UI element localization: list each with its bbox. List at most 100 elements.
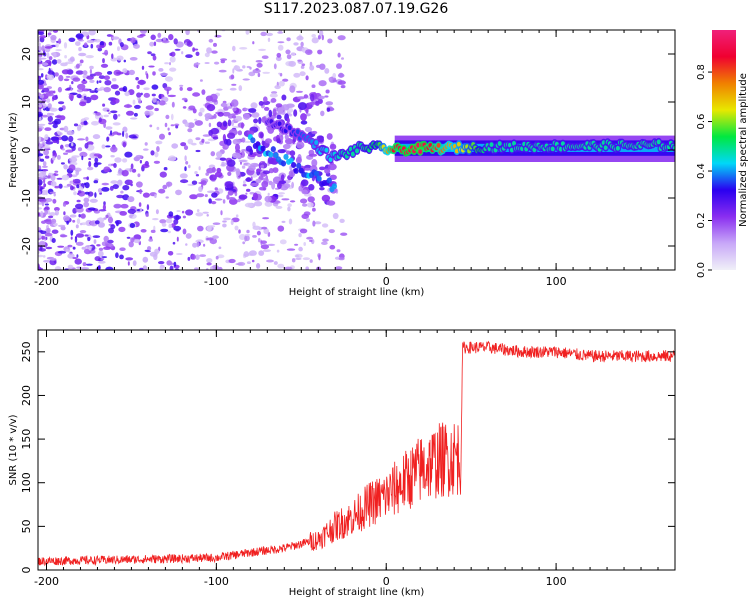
noise-blob [58, 38, 62, 45]
noise-blob [93, 239, 97, 244]
noise-blob [191, 142, 197, 146]
noise-blob [175, 189, 182, 196]
noise-blob [77, 147, 83, 152]
noise-blob [234, 225, 239, 231]
noise-blob [38, 207, 43, 210]
noise-blob [232, 125, 240, 129]
noise-blob [319, 187, 325, 191]
noise-blob [148, 65, 155, 68]
spectrogram-y-tick-label: 10 [20, 95, 33, 109]
noise-blob [235, 214, 239, 218]
noise-blob [151, 93, 156, 97]
noise-blob [176, 253, 183, 255]
noise-blob [97, 188, 103, 193]
noise-blob [144, 110, 150, 116]
noise-blob [274, 85, 281, 90]
noise-blob [104, 49, 109, 56]
noise-blob [325, 101, 334, 106]
noise-blob [74, 236, 78, 243]
noise-blob [321, 241, 328, 245]
noise-blob [209, 174, 217, 181]
noise-blob [319, 30, 324, 37]
noise-blob [146, 73, 149, 80]
noise-blob [301, 63, 306, 66]
noise-blob [261, 180, 269, 188]
noise-blob [99, 45, 105, 49]
noise-blob [171, 101, 175, 108]
noise-blob [248, 250, 257, 256]
noise-blob [44, 155, 50, 159]
noise-blob [41, 165, 48, 168]
noise-blob [50, 181, 57, 187]
noise-blob [293, 42, 299, 46]
noise-blob [108, 227, 114, 234]
noise-blob [291, 181, 294, 189]
noise-blob [201, 138, 205, 143]
noise-blob [47, 70, 54, 75]
noise-blob [248, 108, 257, 113]
noise-blob [159, 133, 165, 140]
noise-blob [297, 59, 302, 62]
ridge-blob-branch [293, 167, 299, 174]
noise-blob [211, 264, 220, 270]
noise-blob [85, 55, 94, 59]
noise-blob [148, 238, 153, 242]
noise-blob [318, 135, 324, 143]
noise-blob [232, 152, 241, 159]
noise-blob [247, 130, 255, 136]
noise-blob [103, 75, 110, 80]
colorbar [712, 30, 736, 270]
noise-blob [264, 106, 270, 111]
noise-blob [129, 57, 138, 61]
noise-blob [78, 214, 81, 218]
noise-blob [117, 179, 123, 186]
noise-blob [303, 167, 312, 171]
noise-blob [204, 62, 210, 64]
noise-blob [75, 203, 84, 209]
noise-blob [75, 224, 79, 229]
noise-blob [75, 233, 85, 238]
noise-blob [38, 68, 44, 71]
noise-blob [108, 112, 111, 115]
noise-blob [227, 171, 232, 176]
noise-blob [276, 249, 280, 253]
noise-blob [153, 160, 160, 164]
colorbar-tick-label: 0.4 [696, 163, 707, 179]
noise-blob [53, 222, 58, 227]
noise-blob [241, 149, 247, 152]
noise-blob [110, 155, 115, 158]
noise-blob [83, 120, 88, 126]
noise-blob [277, 182, 282, 189]
noise-blob [158, 93, 162, 100]
noise-blob [167, 230, 171, 234]
noise-blob [76, 199, 81, 203]
noise-blob [181, 210, 185, 214]
noise-blob [110, 180, 118, 184]
noise-blob [338, 72, 344, 78]
noise-blob [208, 198, 212, 204]
noise-blob [97, 47, 103, 52]
noise-blob [159, 72, 169, 76]
noise-blob [169, 52, 173, 57]
noise-blob [77, 138, 86, 141]
noise-blob [48, 56, 53, 61]
noise-blob [115, 252, 119, 259]
noise-blob [52, 198, 57, 204]
noise-blob [70, 88, 73, 91]
noise-blob [76, 254, 79, 258]
noise-blob [113, 163, 117, 168]
noise-blob [212, 235, 219, 239]
noise-blob [212, 136, 219, 140]
noise-blob [45, 219, 53, 225]
snr-y-tick-label: 100 [20, 472, 33, 493]
noise-blob [332, 73, 337, 78]
noise-blob [107, 71, 113, 75]
noise-blob [243, 140, 252, 143]
noise-blob [72, 179, 76, 183]
ridge-blob-inner [324, 147, 329, 153]
noise-blob [173, 261, 177, 267]
noise-blob [44, 127, 52, 131]
noise-blob [63, 125, 69, 133]
noise-blob [249, 66, 252, 70]
noise-blob [267, 192, 270, 196]
